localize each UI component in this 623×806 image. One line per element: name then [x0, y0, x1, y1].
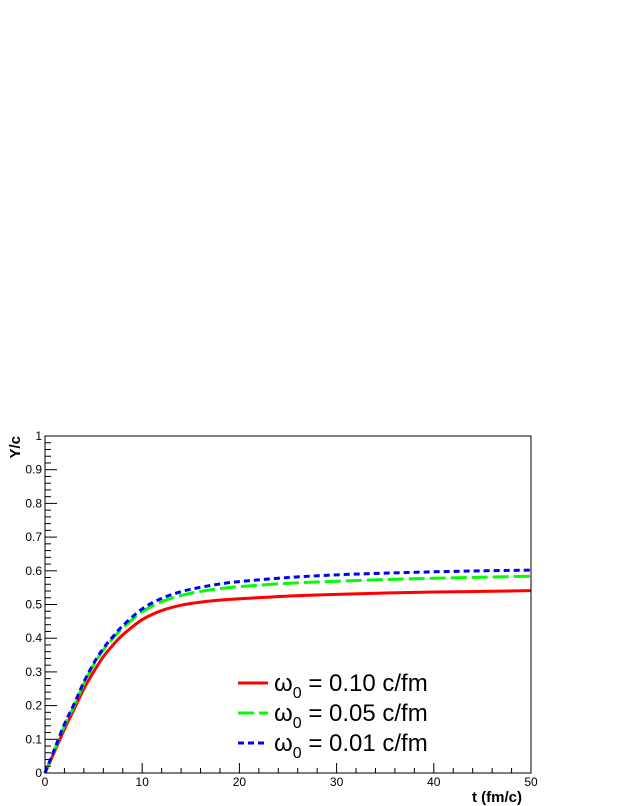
- legend-label-1: ω0 = 0.10 c/fm: [274, 670, 428, 702]
- x-tick-label: 10: [136, 775, 150, 789]
- y-tick-label: 0.2: [25, 699, 42, 713]
- y-tick-label: 0.4: [25, 631, 42, 645]
- x-tick-label: 30: [330, 775, 344, 789]
- y-tick-label: 0.7: [25, 530, 42, 544]
- y-tick-label: 0.9: [25, 463, 42, 477]
- y-tick-label: 0.8: [25, 496, 42, 510]
- y-tick-label: 0.3: [25, 665, 42, 679]
- series-line-1: [43, 589, 532, 774]
- axes: 00.10.20.30.40.50.60.70.80.910 10 20 30 40 50: [25, 429, 538, 789]
- x-tick-label: 0: [42, 775, 49, 789]
- x-axis-title: t (fm/c): [472, 789, 522, 806]
- legend-label-3: ω0 = 0.01 c/fm: [274, 730, 428, 762]
- y-tick-label: 0: [35, 766, 42, 780]
- x-tick-label: 40: [427, 775, 441, 789]
- plot-area: [43, 568, 532, 774]
- y-tick-label: 0.6: [25, 564, 42, 578]
- y-tick-label: 1: [35, 429, 42, 443]
- x-tick-label: 50: [524, 775, 538, 789]
- series-line-3: [43, 568, 532, 774]
- legend-label-2: ω0 = 0.05 c/fm: [274, 700, 428, 732]
- x-tick-label: 20: [233, 775, 247, 789]
- y-tick-label: 0.1: [25, 732, 42, 746]
- y-axis-title: Y/c: [7, 436, 24, 459]
- y-tick-label: 0.5: [25, 598, 42, 612]
- series-line-2: [43, 574, 532, 774]
